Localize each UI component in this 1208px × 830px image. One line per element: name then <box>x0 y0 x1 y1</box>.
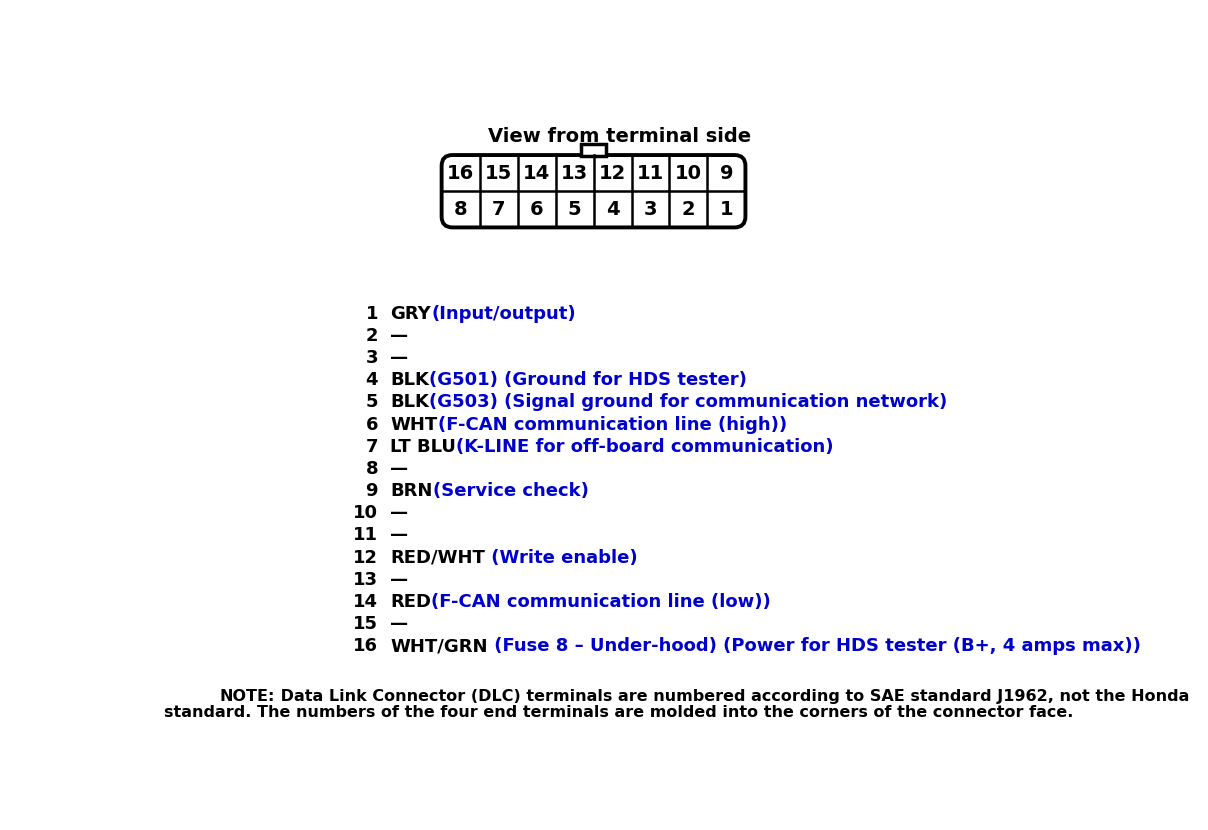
Text: (Write enable): (Write enable) <box>486 549 638 567</box>
Text: 14: 14 <box>353 593 378 611</box>
Text: (Service check): (Service check) <box>432 482 588 500</box>
Text: RED: RED <box>390 593 431 611</box>
Text: 10: 10 <box>675 164 702 183</box>
Text: —: — <box>390 460 408 478</box>
Text: BRN: BRN <box>390 482 432 500</box>
Text: 3: 3 <box>644 200 657 219</box>
Text: 4: 4 <box>366 371 378 389</box>
Text: —: — <box>390 349 408 367</box>
Text: 4: 4 <box>605 200 620 219</box>
Text: —: — <box>390 327 408 344</box>
Text: 8: 8 <box>366 460 378 478</box>
Text: 15: 15 <box>484 164 512 183</box>
Text: (Fuse 8 – Under-hood) (Power for HDS tester (B+, 4 amps max)): (Fuse 8 – Under-hood) (Power for HDS tes… <box>488 637 1140 656</box>
Text: —: — <box>390 526 408 544</box>
Text: 7: 7 <box>366 437 378 456</box>
Text: 14: 14 <box>523 164 550 183</box>
Text: NOTE:: NOTE: <box>219 690 274 705</box>
Text: 13: 13 <box>353 571 378 588</box>
Text: 9: 9 <box>366 482 378 500</box>
Text: 5: 5 <box>568 200 581 219</box>
Text: Data Link Connector (DLC) terminals are numbered according to SAE standard J1962: Data Link Connector (DLC) terminals are … <box>274 690 1189 705</box>
Text: BLK: BLK <box>390 393 429 412</box>
Text: 6: 6 <box>530 200 544 219</box>
Text: GRY: GRY <box>390 305 431 323</box>
Text: 10: 10 <box>353 505 378 522</box>
Text: LT BLU: LT BLU <box>390 437 457 456</box>
Text: 3: 3 <box>366 349 378 367</box>
Text: —: — <box>390 615 408 633</box>
Text: 5: 5 <box>366 393 378 412</box>
Text: (K-LINE for off-board communication): (K-LINE for off-board communication) <box>457 437 834 456</box>
Text: 12: 12 <box>599 164 626 183</box>
Text: 12: 12 <box>353 549 378 567</box>
Text: —: — <box>390 571 408 588</box>
Text: 1: 1 <box>720 200 733 219</box>
Text: 16: 16 <box>353 637 378 656</box>
Text: RED/WHT: RED/WHT <box>390 549 486 567</box>
Text: (G503) (Signal ground for communication network): (G503) (Signal ground for communication … <box>429 393 947 412</box>
Text: View from terminal side: View from terminal side <box>488 127 750 146</box>
Text: 16: 16 <box>447 164 475 183</box>
Bar <box>581 144 606 156</box>
Text: BLK: BLK <box>390 371 429 389</box>
Text: (Input/output): (Input/output) <box>431 305 576 323</box>
Text: (F-CAN communication line (low)): (F-CAN communication line (low)) <box>431 593 771 611</box>
Text: (G501) (Ground for HDS tester): (G501) (Ground for HDS tester) <box>429 371 748 389</box>
Text: 7: 7 <box>492 200 505 219</box>
FancyBboxPatch shape <box>442 155 745 227</box>
Text: —: — <box>390 505 408 522</box>
Text: 2: 2 <box>681 200 696 219</box>
Text: 15: 15 <box>353 615 378 633</box>
Text: WHT: WHT <box>390 416 437 433</box>
Text: standard. The numbers of the four end terminals are molded into the corners of t: standard. The numbers of the four end te… <box>164 705 1074 720</box>
Text: 8: 8 <box>454 200 467 219</box>
Text: 1: 1 <box>366 305 378 323</box>
Text: 11: 11 <box>637 164 664 183</box>
Text: 9: 9 <box>720 164 733 183</box>
Text: (F-CAN communication line (high)): (F-CAN communication line (high)) <box>437 416 786 433</box>
Text: 13: 13 <box>561 164 588 183</box>
Text: 11: 11 <box>353 526 378 544</box>
Text: WHT/GRN: WHT/GRN <box>390 637 488 656</box>
Text: 6: 6 <box>366 416 378 433</box>
Text: 2: 2 <box>366 327 378 344</box>
